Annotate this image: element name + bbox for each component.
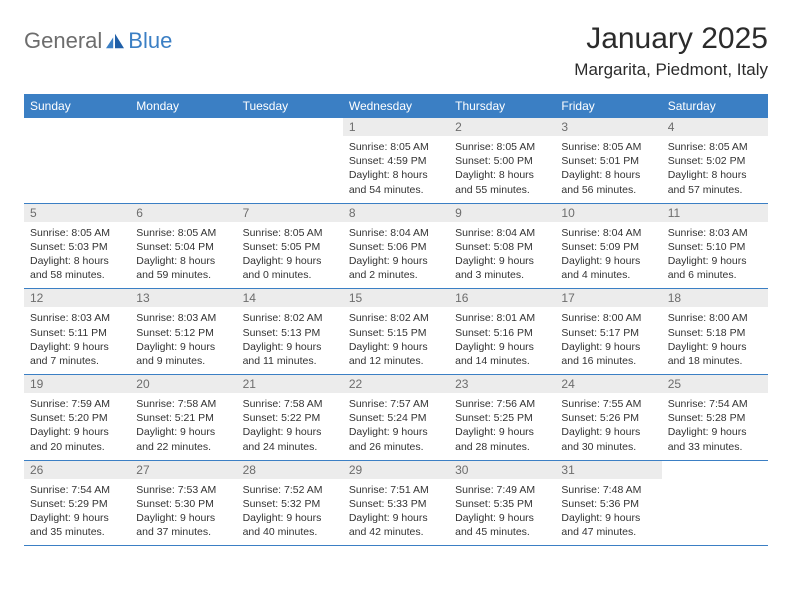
day-info-cell: Sunrise: 7:54 AMSunset: 5:28 PMDaylight:… — [662, 393, 768, 460]
day-number-cell: 2 — [449, 118, 555, 136]
day-number-row: 19202122232425 — [24, 375, 768, 394]
day-info-cell: Sunrise: 8:05 AMSunset: 5:02 PMDaylight:… — [662, 136, 768, 203]
weekday-header: Tuesday — [237, 94, 343, 118]
day-info-cell: Sunrise: 8:04 AMSunset: 5:06 PMDaylight:… — [343, 222, 449, 289]
day-number-cell: 27 — [130, 460, 236, 479]
day-info-cell — [24, 136, 130, 203]
day-number-cell: 10 — [555, 203, 661, 222]
day-info-cell: Sunrise: 7:56 AMSunset: 5:25 PMDaylight:… — [449, 393, 555, 460]
day-number-cell: 20 — [130, 375, 236, 394]
day-info-cell: Sunrise: 7:48 AMSunset: 5:36 PMDaylight:… — [555, 479, 661, 546]
day-number-row: 262728293031 — [24, 460, 768, 479]
day-info-cell: Sunrise: 7:53 AMSunset: 5:30 PMDaylight:… — [130, 479, 236, 546]
day-number-cell: 11 — [662, 203, 768, 222]
day-info-row: Sunrise: 8:05 AMSunset: 5:03 PMDaylight:… — [24, 222, 768, 289]
day-number-cell: 31 — [555, 460, 661, 479]
header: General Blue January 2025 Margarita, Pie… — [24, 22, 768, 80]
day-info-cell — [237, 136, 343, 203]
day-info-cell: Sunrise: 7:51 AMSunset: 5:33 PMDaylight:… — [343, 479, 449, 546]
weekday-header: Wednesday — [343, 94, 449, 118]
day-info-cell: Sunrise: 8:03 AMSunset: 5:10 PMDaylight:… — [662, 222, 768, 289]
day-info-cell — [130, 136, 236, 203]
day-number-cell: 14 — [237, 289, 343, 308]
day-number-cell — [130, 118, 236, 136]
day-number-cell: 12 — [24, 289, 130, 308]
day-number-cell: 23 — [449, 375, 555, 394]
logo-text-blue: Blue — [128, 28, 172, 54]
day-info-cell: Sunrise: 8:05 AMSunset: 5:00 PMDaylight:… — [449, 136, 555, 203]
day-info-cell: Sunrise: 8:02 AMSunset: 5:13 PMDaylight:… — [237, 307, 343, 374]
day-number-cell — [24, 118, 130, 136]
day-number-cell: 9 — [449, 203, 555, 222]
day-number-cell — [237, 118, 343, 136]
day-number-cell: 22 — [343, 375, 449, 394]
day-number-cell: 7 — [237, 203, 343, 222]
logo: General Blue — [24, 22, 172, 54]
day-number-cell: 28 — [237, 460, 343, 479]
day-number-cell: 13 — [130, 289, 236, 308]
weekday-header: Friday — [555, 94, 661, 118]
day-info-row: Sunrise: 7:54 AMSunset: 5:29 PMDaylight:… — [24, 479, 768, 546]
day-info-row: Sunrise: 8:03 AMSunset: 5:11 PMDaylight:… — [24, 307, 768, 374]
day-number-cell: 26 — [24, 460, 130, 479]
day-number-cell: 3 — [555, 118, 661, 136]
day-info-cell: Sunrise: 7:58 AMSunset: 5:21 PMDaylight:… — [130, 393, 236, 460]
day-number-cell — [662, 460, 768, 479]
day-info-cell — [662, 479, 768, 546]
day-info-cell: Sunrise: 7:59 AMSunset: 5:20 PMDaylight:… — [24, 393, 130, 460]
day-info-cell: Sunrise: 8:04 AMSunset: 5:08 PMDaylight:… — [449, 222, 555, 289]
day-info-cell: Sunrise: 7:54 AMSunset: 5:29 PMDaylight:… — [24, 479, 130, 546]
month-title: January 2025 — [574, 22, 768, 56]
day-number-cell: 21 — [237, 375, 343, 394]
weekday-header: Thursday — [449, 94, 555, 118]
day-info-cell: Sunrise: 7:52 AMSunset: 5:32 PMDaylight:… — [237, 479, 343, 546]
day-number-cell: 8 — [343, 203, 449, 222]
day-info-cell: Sunrise: 8:00 AMSunset: 5:18 PMDaylight:… — [662, 307, 768, 374]
logo-sails-icon — [104, 32, 126, 50]
day-info-cell: Sunrise: 8:03 AMSunset: 5:12 PMDaylight:… — [130, 307, 236, 374]
day-info-row: Sunrise: 7:59 AMSunset: 5:20 PMDaylight:… — [24, 393, 768, 460]
day-info-cell: Sunrise: 8:00 AMSunset: 5:17 PMDaylight:… — [555, 307, 661, 374]
day-number-row: 12131415161718 — [24, 289, 768, 308]
day-info-row: Sunrise: 8:05 AMSunset: 4:59 PMDaylight:… — [24, 136, 768, 203]
weekday-header: Saturday — [662, 94, 768, 118]
day-info-cell: Sunrise: 8:04 AMSunset: 5:09 PMDaylight:… — [555, 222, 661, 289]
day-info-cell: Sunrise: 7:49 AMSunset: 5:35 PMDaylight:… — [449, 479, 555, 546]
title-block: January 2025 Margarita, Piedmont, Italy — [574, 22, 768, 80]
day-info-cell: Sunrise: 8:05 AMSunset: 5:01 PMDaylight:… — [555, 136, 661, 203]
day-info-cell: Sunrise: 8:05 AMSunset: 4:59 PMDaylight:… — [343, 136, 449, 203]
day-number-cell: 4 — [662, 118, 768, 136]
day-info-cell: Sunrise: 8:05 AMSunset: 5:03 PMDaylight:… — [24, 222, 130, 289]
weekday-header: Monday — [130, 94, 236, 118]
day-info-cell: Sunrise: 7:55 AMSunset: 5:26 PMDaylight:… — [555, 393, 661, 460]
day-number-cell: 18 — [662, 289, 768, 308]
weekday-header-row: Sunday Monday Tuesday Wednesday Thursday… — [24, 94, 768, 118]
calendar-table: Sunday Monday Tuesday Wednesday Thursday… — [24, 94, 768, 546]
location-subtitle: Margarita, Piedmont, Italy — [574, 60, 768, 80]
day-info-cell: Sunrise: 7:58 AMSunset: 5:22 PMDaylight:… — [237, 393, 343, 460]
day-info-cell: Sunrise: 8:01 AMSunset: 5:16 PMDaylight:… — [449, 307, 555, 374]
day-info-cell: Sunrise: 8:02 AMSunset: 5:15 PMDaylight:… — [343, 307, 449, 374]
day-info-cell: Sunrise: 8:05 AMSunset: 5:04 PMDaylight:… — [130, 222, 236, 289]
day-number-cell: 25 — [662, 375, 768, 394]
day-number-cell: 15 — [343, 289, 449, 308]
logo-text-general: General — [24, 28, 102, 54]
day-number-cell: 6 — [130, 203, 236, 222]
day-number-cell: 16 — [449, 289, 555, 308]
day-number-cell: 29 — [343, 460, 449, 479]
day-number-cell: 1 — [343, 118, 449, 136]
weekday-header: Sunday — [24, 94, 130, 118]
day-info-cell: Sunrise: 8:05 AMSunset: 5:05 PMDaylight:… — [237, 222, 343, 289]
day-info-cell: Sunrise: 8:03 AMSunset: 5:11 PMDaylight:… — [24, 307, 130, 374]
day-number-cell: 30 — [449, 460, 555, 479]
day-number-row: 567891011 — [24, 203, 768, 222]
day-number-cell: 19 — [24, 375, 130, 394]
day-number-row: 1234 — [24, 118, 768, 136]
day-number-cell: 5 — [24, 203, 130, 222]
day-number-cell: 17 — [555, 289, 661, 308]
day-info-cell: Sunrise: 7:57 AMSunset: 5:24 PMDaylight:… — [343, 393, 449, 460]
day-number-cell: 24 — [555, 375, 661, 394]
